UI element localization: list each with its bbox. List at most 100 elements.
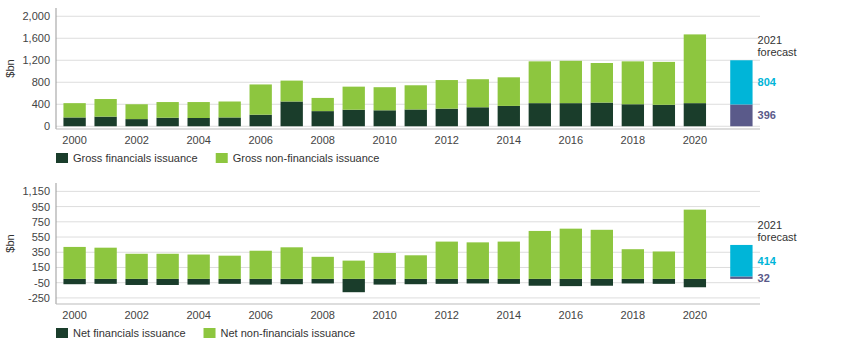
bar xyxy=(653,279,675,284)
grid-line xyxy=(56,221,760,222)
bar xyxy=(250,251,272,279)
annotation: forecast xyxy=(758,231,797,243)
annotation: forecast xyxy=(758,46,797,58)
bar xyxy=(63,247,85,279)
bar xyxy=(343,110,365,127)
x-tick-label: 2016 xyxy=(559,309,583,321)
y-tick-label: 350 xyxy=(32,246,50,258)
x-tick-label: 2000 xyxy=(62,309,86,321)
legend-swatch xyxy=(56,328,68,338)
bar xyxy=(560,61,582,103)
bar xyxy=(591,230,613,279)
data-label: 32 xyxy=(758,272,770,284)
x-tick-label: 2016 xyxy=(559,134,583,146)
bar xyxy=(653,105,675,126)
bar xyxy=(467,79,489,107)
bar xyxy=(94,279,116,284)
bar xyxy=(63,279,85,284)
x-tick-label: 2008 xyxy=(310,309,334,321)
x-tick-label: 2010 xyxy=(372,309,396,321)
bar xyxy=(187,102,209,118)
x-tick-label: 2002 xyxy=(124,309,148,321)
y-tick-label: 950 xyxy=(32,201,50,213)
bar xyxy=(156,118,178,127)
bar xyxy=(312,98,334,111)
bar xyxy=(405,255,427,279)
y-tick-label: 150 xyxy=(32,261,50,273)
bar xyxy=(405,85,427,109)
y-axis-label: $bn xyxy=(4,59,16,77)
y-tick-label: 1,200 xyxy=(22,54,50,66)
y-axis-line xyxy=(56,183,57,304)
bar xyxy=(730,60,752,104)
y-axis-label: $bn xyxy=(4,234,16,252)
bars xyxy=(63,34,752,126)
y-tick-label: 0 xyxy=(44,120,50,132)
data-label: 414 xyxy=(758,255,777,267)
bar xyxy=(591,103,613,127)
bar xyxy=(622,104,644,126)
bar xyxy=(653,62,675,105)
bar xyxy=(653,251,675,278)
bar xyxy=(730,245,752,277)
x-tick-label: 2006 xyxy=(248,309,272,321)
bar xyxy=(94,248,116,279)
chart-panel: 04008001,2001,6002,000$bn200020022004200… xyxy=(4,8,797,164)
bar xyxy=(281,247,303,279)
bar xyxy=(312,111,334,126)
bar xyxy=(436,242,458,279)
bar xyxy=(405,109,427,126)
bar xyxy=(436,279,458,284)
bar xyxy=(684,210,706,279)
grid-line xyxy=(56,16,760,17)
bar xyxy=(560,279,582,286)
legend-label: Net financials issuance xyxy=(73,327,186,339)
bar xyxy=(281,81,303,102)
legend-swatch xyxy=(204,328,216,338)
bar xyxy=(529,103,551,126)
bar xyxy=(94,99,116,117)
bar xyxy=(622,279,644,284)
bar xyxy=(63,103,85,117)
bar xyxy=(498,106,520,126)
grid-line xyxy=(56,60,760,61)
bar xyxy=(560,229,582,279)
bar xyxy=(343,279,365,292)
legend-label: Net non-financials issuance xyxy=(221,327,356,339)
bar xyxy=(560,103,582,126)
x-tick-label: 2014 xyxy=(497,134,521,146)
bar xyxy=(250,279,272,285)
bar xyxy=(312,257,334,279)
chart-panel: -250-501503505507509501,150$bn2000200220… xyxy=(4,183,797,339)
bar xyxy=(622,61,644,104)
grid-line xyxy=(56,38,760,39)
bar xyxy=(125,279,147,285)
y-tick-label: 400 xyxy=(32,98,50,110)
bar xyxy=(281,279,303,284)
bar xyxy=(374,253,396,279)
y-axis-line xyxy=(56,8,57,129)
x-tick-label: 2002 xyxy=(124,134,148,146)
x-tick-label: 2020 xyxy=(683,134,707,146)
bar xyxy=(187,255,209,279)
data-label: 396 xyxy=(758,109,776,121)
bar xyxy=(343,87,365,110)
bar xyxy=(498,77,520,106)
bar xyxy=(436,109,458,127)
bar xyxy=(63,117,85,126)
bar xyxy=(219,256,241,279)
bar xyxy=(156,102,178,118)
x-tick-label: 2004 xyxy=(186,309,210,321)
bar xyxy=(156,254,178,279)
bar xyxy=(684,34,706,103)
x-tick-label: 2014 xyxy=(497,309,521,321)
legend-label: Gross non-financials issuance xyxy=(233,152,380,164)
bar xyxy=(498,279,520,284)
grid-line xyxy=(56,237,760,238)
bar xyxy=(312,279,334,284)
bar xyxy=(684,103,706,126)
bar xyxy=(467,242,489,279)
grid-line xyxy=(56,206,760,207)
bar xyxy=(219,102,241,118)
bar xyxy=(591,63,613,103)
